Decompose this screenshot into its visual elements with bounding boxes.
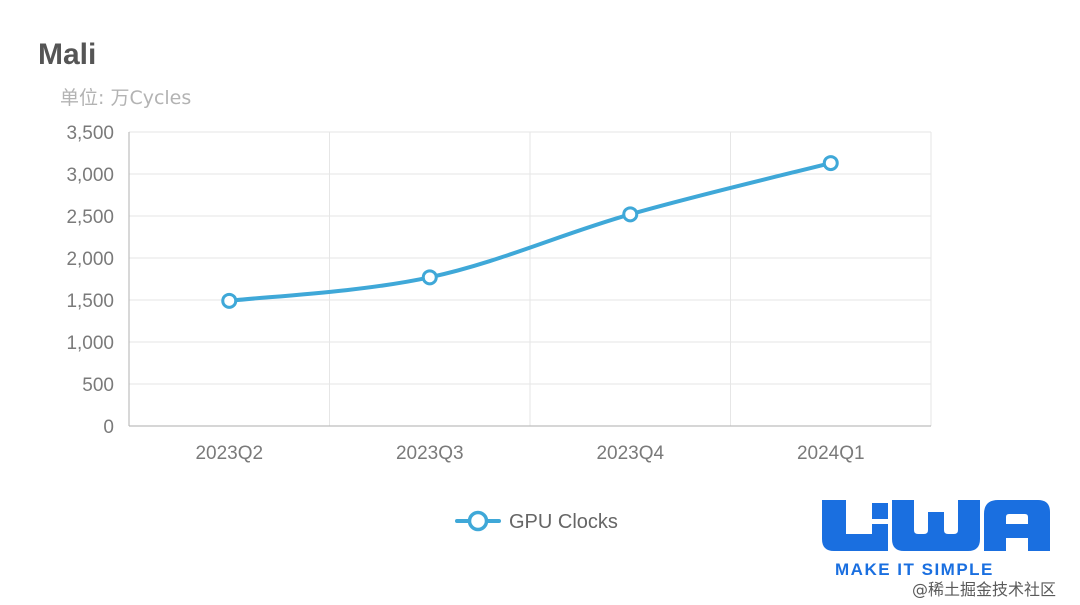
- data-point[interactable]: [822, 155, 839, 172]
- y-tick-label: 500: [82, 375, 114, 396]
- y-tick-label: 2,000: [66, 249, 114, 270]
- x-tick-label: 2024Q1: [797, 443, 865, 464]
- y-tick-label: 1,000: [66, 333, 114, 354]
- x-tick-label: 2023Q3: [396, 443, 464, 464]
- chart-title: Mali: [38, 38, 96, 71]
- watermark-text: @稀土掘金技术社区: [912, 580, 1056, 599]
- legend-marker-swatch: [467, 510, 489, 532]
- series-layer: [221, 155, 839, 309]
- grid: [128, 131, 932, 426]
- y-axis: 0 500 1,000 1,500 2,000 2,500 3,000 3,500: [66, 123, 130, 438]
- data-point[interactable]: [421, 269, 438, 286]
- legend-label: GPU Clocks: [509, 511, 618, 533]
- data-point[interactable]: [221, 292, 238, 309]
- y-tick-label: 2,500: [66, 207, 114, 228]
- data-point[interactable]: [622, 206, 639, 223]
- y-tick-label: 1,500: [66, 291, 114, 312]
- liwa-logo: MAKE IT SIMPLE: [822, 500, 1050, 579]
- y-unit-label: 单位: 万Cycles: [60, 87, 191, 109]
- x-tick-label: 2023Q2: [195, 443, 263, 464]
- logo-tagline: MAKE IT SIMPLE: [835, 560, 994, 579]
- x-tick-label: 2023Q4: [596, 443, 664, 464]
- x-axis: 2023Q2 2023Q3 2023Q4 2024Q1: [129, 425, 931, 464]
- series-line-gpu-clocks: [227, 161, 833, 303]
- y-tick-label: 3,000: [66, 165, 114, 186]
- legend[interactable]: GPU Clocks: [455, 510, 618, 533]
- y-tick-label: 0: [103, 417, 114, 438]
- y-tick-label: 3,500: [66, 123, 114, 144]
